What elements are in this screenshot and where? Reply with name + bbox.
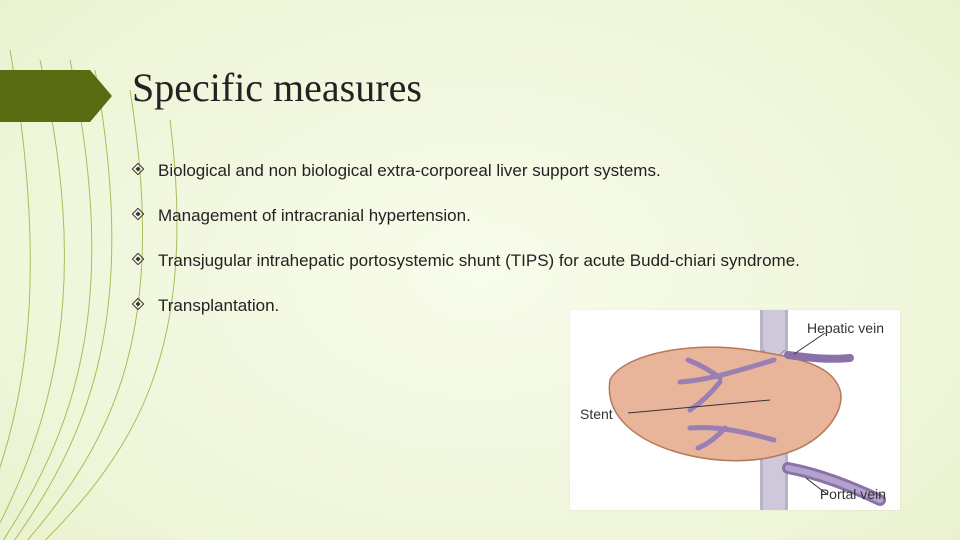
bullet-text: Management of intracranial hypertension. [158, 205, 900, 228]
tips-diagram: Hepatic vein Stent Portal vein [570, 310, 900, 510]
title-accent-arrow [90, 70, 112, 122]
title-accent [0, 70, 112, 122]
title-accent-bar [0, 70, 90, 122]
bullet-text: Biological and non biological extra-corp… [158, 160, 900, 183]
bullet-item: Transjugular intrahepatic portosystemic … [132, 250, 900, 273]
label-hepatic-vein: Hepatic vein [807, 320, 884, 336]
slide: Specific measures Biological and non bio… [0, 0, 960, 540]
bullet-item: Management of intracranial hypertension. [132, 205, 900, 228]
label-portal-vein: Portal vein [820, 486, 886, 502]
diamond-bullet-icon [132, 208, 144, 220]
diamond-bullet-icon [132, 253, 144, 265]
diamond-bullet-icon [132, 298, 144, 310]
bullet-text: Transjugular intrahepatic portosystemic … [158, 250, 900, 273]
slide-title: Specific measures [132, 64, 422, 111]
diamond-bullet-icon [132, 163, 144, 175]
tips-diagram-svg [570, 310, 900, 510]
bullet-item: Biological and non biological extra-corp… [132, 160, 900, 183]
label-stent: Stent [580, 406, 613, 422]
